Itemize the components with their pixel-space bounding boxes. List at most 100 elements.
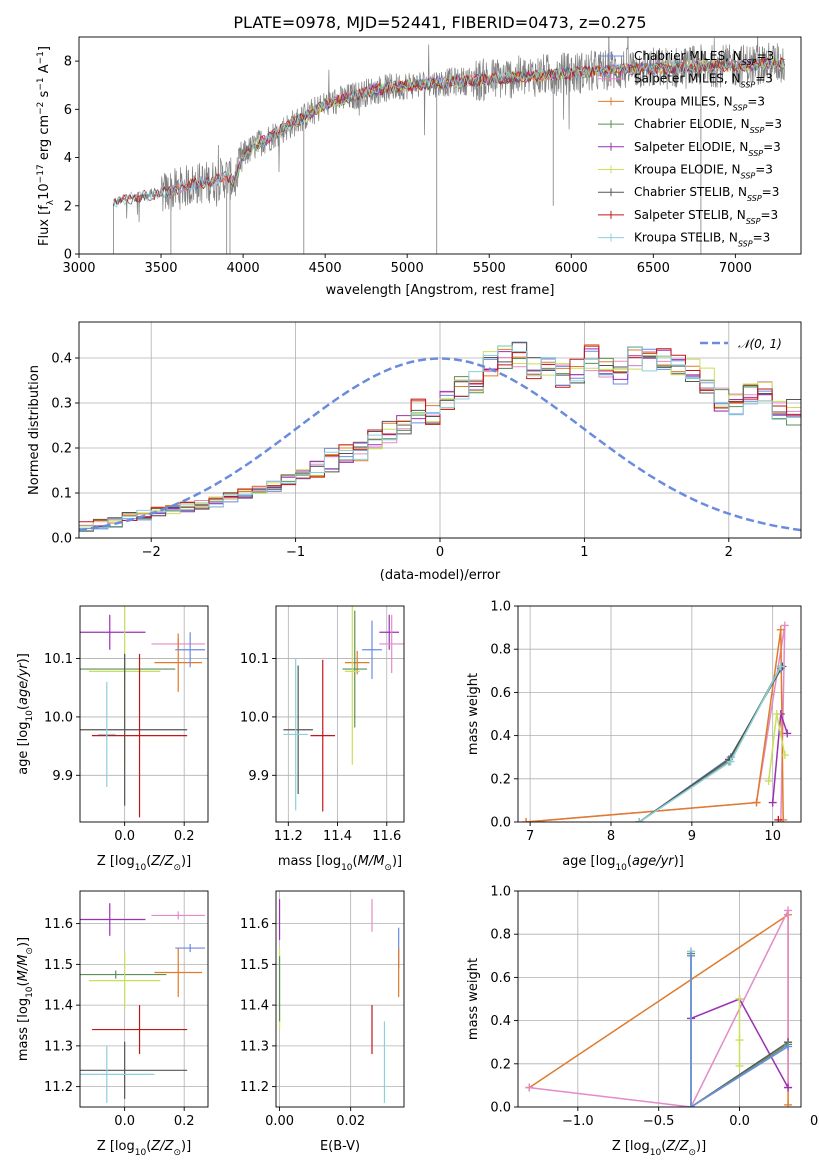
weight-line bbox=[638, 666, 782, 822]
weight-marker bbox=[772, 710, 781, 718]
legend-label: Chabrier MILES, NSSP=3 bbox=[634, 49, 774, 67]
legend-label: Chabrier ELODIE, NSSP=3 bbox=[634, 117, 782, 135]
age-vs-Z-frame: 0.0 0.2 9.9 10.0 10.1 bbox=[44, 605, 209, 844]
x-tick-label: 2 bbox=[725, 545, 733, 560]
age-vs-mass-axes bbox=[276, 606, 404, 822]
weight-line bbox=[638, 666, 784, 822]
x-axis-label: Z [log10(Z/Z⊙)] bbox=[97, 854, 191, 873]
model-spectrum bbox=[113, 58, 785, 208]
axes-frame bbox=[517, 605, 802, 823]
model-spectrum bbox=[226, 57, 785, 184]
weight-marker bbox=[768, 798, 777, 807]
x-axis-label: (data-model)/error bbox=[380, 568, 501, 583]
model-spectrum bbox=[226, 57, 785, 186]
y-axis-label: age [log10(age/yr)] bbox=[16, 653, 35, 775]
mass-vs-Z-plot-area bbox=[80, 903, 206, 1103]
weight-marker bbox=[735, 1061, 744, 1070]
age-vs-mass-plot-area bbox=[283, 606, 404, 812]
axes-frame bbox=[275, 605, 405, 823]
y-tick-label: 0.2 bbox=[490, 1057, 511, 1072]
age-vs-Z-plot-area bbox=[80, 606, 206, 818]
residuals-frame: −2 −1 0 1 2 0.0 0.1 0.2 0.3 0.4 bbox=[51, 321, 802, 560]
x-axis-label: Z [log10(Z/Z⊙)] bbox=[97, 1139, 191, 1158]
chart-title: PLATE=0978, MJD=52441, FIBERID=0473, z=0… bbox=[233, 13, 646, 32]
x-tick-label: −1.0 bbox=[562, 1114, 594, 1129]
legend-label: Salpeter MILES, NSSP=3 bbox=[634, 72, 773, 90]
y-axis-label: mass weight bbox=[466, 958, 481, 1040]
y-tick-label: 0.0 bbox=[490, 816, 511, 831]
weight-vs-Z-axes bbox=[518, 890, 801, 1108]
x-tick-label: 3500 bbox=[144, 261, 177, 276]
x-tick-label: 5000 bbox=[391, 261, 424, 276]
weight-marker bbox=[752, 798, 761, 807]
x-tick-label: 0.02 bbox=[336, 1114, 365, 1129]
x-tick-label: 0.00 bbox=[265, 1114, 294, 1129]
histogram-step bbox=[79, 345, 801, 527]
weight-marker bbox=[687, 951, 696, 960]
y-tick-label: 0.2 bbox=[51, 442, 72, 457]
spectrum-frame: 3000 3500 4000 4500 5000 5500 6000 6500 7000 0 2 4 6… bbox=[62, 36, 802, 276]
x-tick-label: 7 bbox=[526, 829, 534, 844]
x-tick-label: 4500 bbox=[309, 261, 342, 276]
weight-marker bbox=[726, 757, 735, 766]
y-tick-label: 11.5 bbox=[44, 958, 73, 973]
y-tick-label: 10.1 bbox=[44, 652, 73, 667]
legend-label: 𝒩(0, 1) bbox=[738, 337, 782, 351]
y-tick-label: 0.8 bbox=[490, 643, 511, 658]
weight-marker bbox=[735, 995, 744, 1003]
legend-label: Salpeter ELODIE, NSSP=3 bbox=[634, 140, 781, 158]
x-tick-label: 11.4 bbox=[323, 829, 352, 844]
weight-marker bbox=[687, 1103, 696, 1107]
x-tick-label: 6000 bbox=[555, 261, 588, 276]
y-tick-label: 0.6 bbox=[490, 686, 511, 701]
x-tick-label: 7000 bbox=[719, 261, 752, 276]
x-tick-label: 0 bbox=[436, 545, 444, 560]
y-tick-label: 2 bbox=[64, 199, 72, 214]
x-tick-label: 0.5 bbox=[810, 1114, 819, 1129]
y-tick-label: 10.0 bbox=[240, 710, 269, 725]
x-axis-label: wavelength [Angstrom, rest frame] bbox=[326, 283, 555, 298]
y-tick-label: 11.4 bbox=[240, 999, 269, 1014]
y-tick-label: 11.2 bbox=[240, 1080, 269, 1095]
x-tick-label: 0.2 bbox=[174, 1114, 195, 1129]
weight-vs-Z-frame: −1.0 −0.5 0.0 0.5 0.0 0.2 0.4 0.6 0.8 1.0 bbox=[490, 885, 819, 1130]
axes-frame bbox=[517, 890, 802, 1108]
weight-marker bbox=[776, 625, 785, 634]
y-tick-label: 6 bbox=[64, 103, 72, 118]
x-tick-label: 8 bbox=[607, 829, 615, 844]
legend-label: Kroupa STELIB, NSSP=3 bbox=[634, 231, 770, 249]
x-tick-label: −2 bbox=[142, 545, 161, 560]
x-tick-label: 3000 bbox=[62, 261, 95, 276]
axes-frame bbox=[78, 36, 802, 255]
x-tick-label: 0.0 bbox=[114, 829, 135, 844]
y-axis-label: Normed distribution bbox=[27, 365, 42, 495]
weight-marker bbox=[776, 662, 785, 671]
axes-frame bbox=[275, 890, 405, 1108]
x-tick-label: −1 bbox=[286, 545, 305, 560]
y-tick-label: 11.2 bbox=[44, 1080, 73, 1095]
legend: 𝒩(0, 1) bbox=[700, 337, 782, 351]
weight-line bbox=[526, 625, 786, 822]
weight-marker bbox=[780, 751, 789, 760]
y-tick-label: 0.0 bbox=[51, 532, 72, 547]
weight-line bbox=[526, 629, 784, 822]
weight-marker bbox=[764, 776, 773, 785]
y-axis-label: mass [log10(M/M⊙)] bbox=[16, 937, 35, 1061]
mass-vs-EBV-axes bbox=[276, 891, 404, 1107]
y-tick-label: 0.4 bbox=[490, 1014, 511, 1029]
age-vs-mass-frame: 11.2 11.4 11.6 9.9 10.0 10.1 bbox=[240, 605, 405, 844]
y-tick-label: 1.0 bbox=[490, 885, 511, 900]
x-tick-label: 6500 bbox=[637, 261, 670, 276]
y-tick-label: 11.3 bbox=[240, 1039, 269, 1054]
axes-frame bbox=[79, 605, 209, 823]
mass-vs-EBV-plot-area bbox=[278, 899, 400, 1103]
weight-marker bbox=[522, 818, 531, 822]
residuals-plot-area bbox=[79, 341, 801, 532]
weight-marker bbox=[635, 818, 644, 822]
weight-line bbox=[638, 666, 782, 822]
x-tick-label: 9 bbox=[688, 829, 696, 844]
y-tick-label: 10.1 bbox=[240, 652, 269, 667]
y-tick-label: 0.8 bbox=[490, 928, 511, 943]
weight-marker bbox=[735, 1036, 744, 1045]
histogram-step bbox=[79, 344, 801, 527]
